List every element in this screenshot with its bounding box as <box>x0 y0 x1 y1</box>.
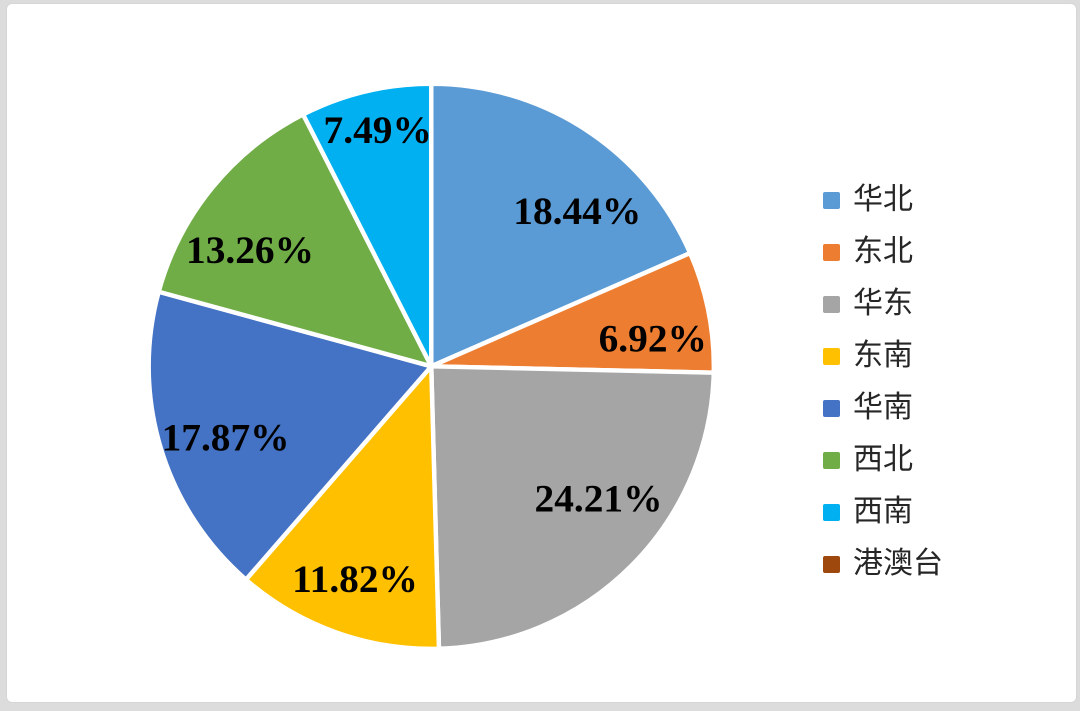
legend-label: 华东 <box>853 287 913 320</box>
legend-label: 西北 <box>853 443 913 476</box>
legend-item: 港澳台 <box>823 545 943 583</box>
slice-data-label: 17.87% <box>162 415 290 459</box>
legend-label: 华北 <box>853 183 913 216</box>
legend-label: 东北 <box>853 235 913 268</box>
slice-data-label: 24.21% <box>535 477 663 521</box>
legend-swatch-icon <box>823 399 840 417</box>
legend-item: 华南 <box>823 389 943 427</box>
pie-chart: 18.44% 6.92% 24.21% 11.82% 17.87% 13.26% 7.49% <box>146 81 716 652</box>
pie-slice <box>243 364 442 652</box>
chart-legend: 华北东北华东东南华南西北西南港澳台 <box>823 181 943 583</box>
legend-item: 华东 <box>823 285 943 323</box>
slice-data-label: 13.26% <box>186 228 314 272</box>
legend-item: 东南 <box>823 337 943 375</box>
pie-slice <box>429 250 716 375</box>
pie-slice <box>300 81 434 369</box>
slice-data-label: 7.49% <box>324 108 432 152</box>
pie-slice <box>429 364 716 651</box>
legend-swatch-icon <box>823 503 840 521</box>
legend-label: 西南 <box>853 495 913 528</box>
slice-data-label: 18.44% <box>513 189 641 233</box>
legend-item: 西北 <box>823 441 943 479</box>
chart-card: 18.44% 6.92% 24.21% 11.82% 17.87% 13.26% 7.49%… <box>6 3 1077 703</box>
legend-item: 西南 <box>823 493 943 531</box>
legend-swatch-icon <box>823 555 840 573</box>
slice-data-label: 6.92% <box>599 316 707 360</box>
legend-swatch-icon <box>823 191 840 209</box>
pie-slice <box>146 289 434 582</box>
legend-swatch-icon <box>823 243 840 261</box>
legend-label: 港澳台 <box>853 547 943 580</box>
slice-data-label: 11.82% <box>292 557 418 601</box>
legend-label: 华南 <box>853 391 913 424</box>
legend-label: 东南 <box>853 339 913 372</box>
legend-swatch-icon <box>823 295 840 313</box>
legend-item: 华北 <box>823 181 943 219</box>
legend-item: 东北 <box>823 233 943 271</box>
legend-swatch-icon <box>823 347 840 365</box>
legend-swatch-icon <box>823 451 840 469</box>
pie-slice <box>156 112 434 369</box>
pie-slice <box>429 81 693 369</box>
